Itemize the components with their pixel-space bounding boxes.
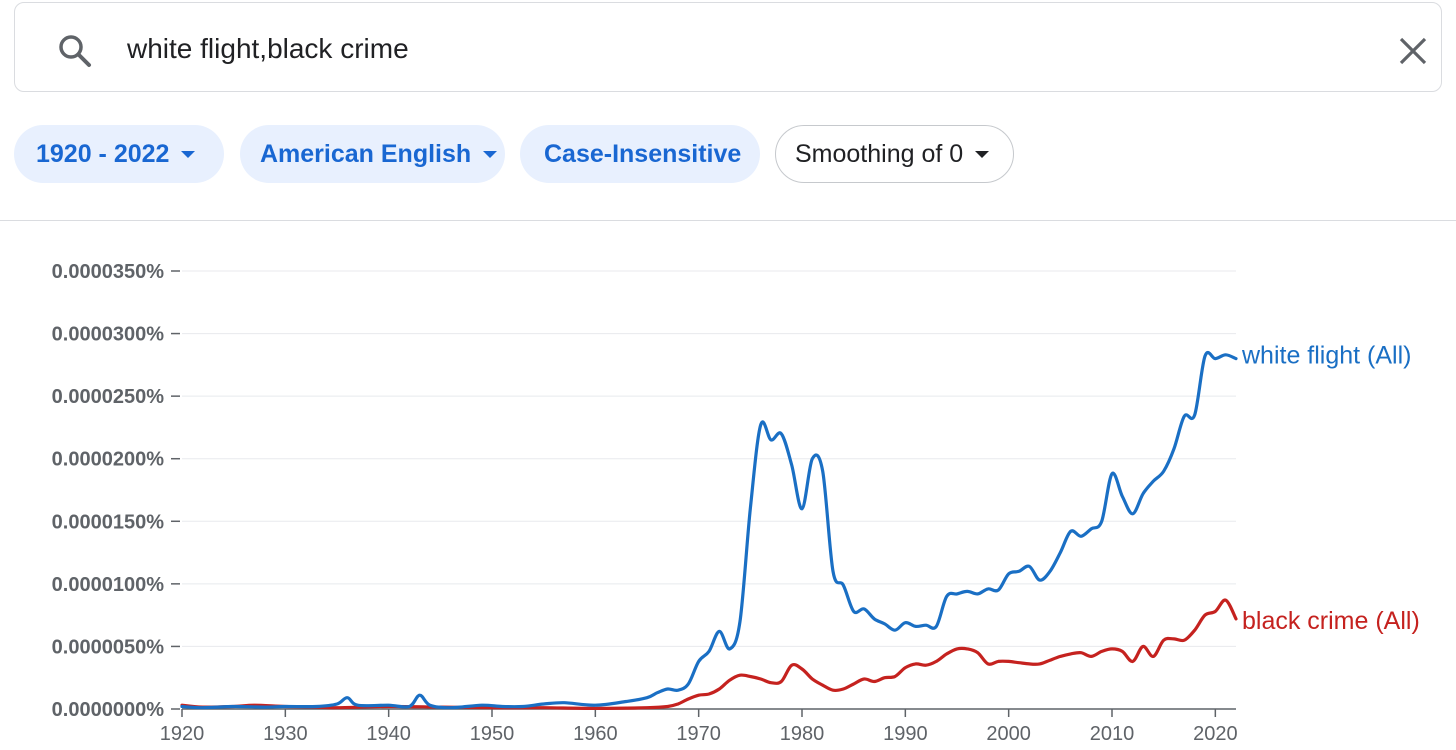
search-input[interactable]: white flight,black crime xyxy=(127,33,409,64)
close-icon[interactable] xyxy=(1395,33,1431,69)
case-toggle[interactable]: Case-Insensitive xyxy=(520,125,760,183)
chevron-down-icon xyxy=(483,150,498,158)
search-icon xyxy=(59,35,91,67)
y-tick-label: 0.0000150% xyxy=(52,511,165,533)
series-lines xyxy=(180,350,1238,710)
series-labels: white flight (All) black crime (All) xyxy=(1241,342,1420,635)
y-tick-label: 0.0000300% xyxy=(52,324,165,346)
divider xyxy=(0,220,1456,221)
x-axis: 1920 1930 1940 1950 1960 1970 1980 1990 2000 2010… xyxy=(160,708,1238,745)
series-line-black-crime xyxy=(180,598,1238,710)
year-range-label: 1920 - 2022 xyxy=(36,139,170,168)
x-tick-label: 1970 xyxy=(676,723,721,745)
y-axis: 0.0000000% 0.0000050% 0.0000100% 0.0000150%… xyxy=(52,261,180,721)
x-tick-label: 2000 xyxy=(986,723,1031,745)
series-label-black-crime: black crime (All) xyxy=(1242,607,1420,635)
case-label: Case-Insensitive xyxy=(544,139,742,168)
x-tick-label: 1960 xyxy=(573,723,618,745)
corpus-dropdown[interactable]: American English xyxy=(240,125,505,183)
search-box[interactable]: white flight,black crime xyxy=(14,2,1442,92)
x-tick-label: 1920 xyxy=(160,723,205,745)
y-tick-label: 0.0000250% xyxy=(52,386,165,408)
corpus-label: American English xyxy=(260,139,472,168)
x-tick-label: 2020 xyxy=(1193,723,1238,745)
grid xyxy=(182,270,1236,647)
chevron-down-icon xyxy=(181,150,196,158)
x-tick-label: 1980 xyxy=(780,723,825,745)
year-range-dropdown[interactable]: 1920 - 2022 xyxy=(14,125,224,183)
x-tick-label: 2010 xyxy=(1090,723,1135,745)
x-tick-label: 1930 xyxy=(263,723,308,745)
chevron-down-icon xyxy=(975,150,990,158)
ngram-chart: 0.0000000% 0.0000050% 0.0000100% 0.0000150%… xyxy=(52,261,1420,745)
smoothing-dropdown[interactable]: Smoothing of 0 xyxy=(775,125,1014,183)
smoothing-label: Smoothing of 0 xyxy=(795,139,964,168)
y-tick-label: 0.0000200% xyxy=(52,449,165,471)
series-line-white-flight xyxy=(180,350,1238,710)
y-tick-label: 0.0000000% xyxy=(52,699,165,721)
x-tick-label: 1950 xyxy=(470,723,515,745)
x-tick-label: 1940 xyxy=(366,723,411,745)
y-tick-label: 0.0000350% xyxy=(52,261,165,283)
y-tick-label: 0.0000100% xyxy=(52,574,165,596)
series-label-white-flight: white flight (All) xyxy=(1241,342,1412,370)
y-tick-label: 0.0000050% xyxy=(52,636,165,658)
x-tick-label: 1990 xyxy=(883,723,928,745)
